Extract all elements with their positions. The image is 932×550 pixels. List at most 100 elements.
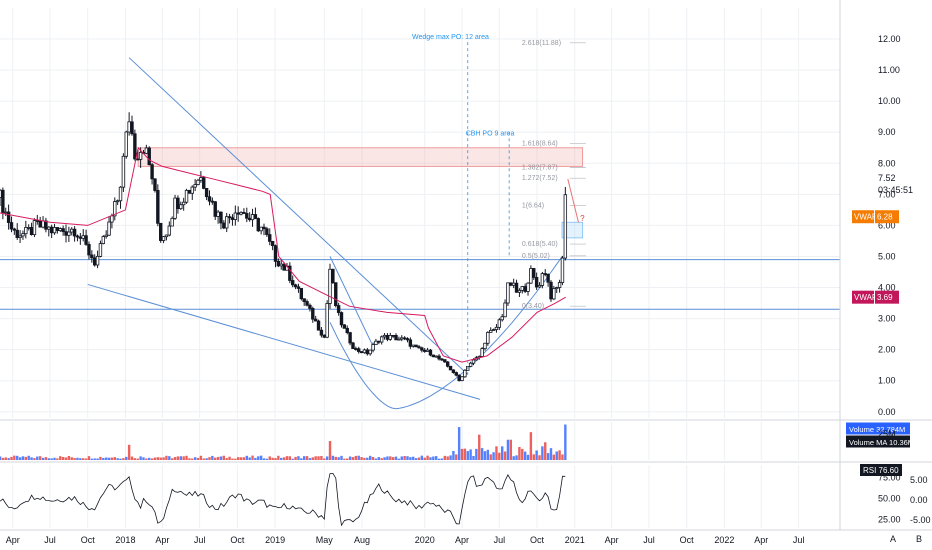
volume-bar bbox=[119, 458, 122, 460]
candle-body bbox=[454, 372, 458, 376]
candle-body bbox=[377, 340, 381, 343]
volume-bar bbox=[302, 456, 306, 460]
candle-body bbox=[560, 257, 565, 283]
wedge-po-label: Wedge max PO: 12 area bbox=[412, 34, 489, 41]
y-tick-label: 11.00 bbox=[878, 65, 900, 75]
x-tick-label: Apr bbox=[6, 535, 20, 545]
volume-bar bbox=[188, 458, 191, 460]
volume-bar bbox=[555, 451, 558, 460]
vwap-tag-name-bg bbox=[852, 210, 874, 224]
volume-bar bbox=[245, 455, 248, 460]
volume-bar bbox=[50, 458, 53, 460]
volume-bar bbox=[99, 456, 102, 460]
volume-bar bbox=[191, 458, 194, 460]
volume-bar bbox=[420, 455, 424, 460]
footer-b[interactable]: B bbox=[916, 534, 922, 544]
volume-bar bbox=[288, 456, 292, 460]
candle-body bbox=[256, 218, 260, 232]
volume-bar bbox=[480, 448, 484, 460]
candle-body bbox=[420, 347, 424, 351]
candle-body bbox=[115, 200, 120, 203]
volume-bar bbox=[366, 457, 369, 460]
candle-body bbox=[417, 346, 421, 349]
volume-bar bbox=[165, 455, 168, 460]
volume-bar bbox=[84, 458, 88, 460]
volume-bar bbox=[76, 457, 79, 460]
y-tick-label: 8.00 bbox=[878, 158, 896, 168]
x-tick-label: Aug bbox=[354, 535, 370, 545]
y-tick-label: 9.00 bbox=[878, 127, 896, 137]
fib-level-label: 1(6.64) bbox=[522, 203, 544, 210]
vwap-tag-name-bg bbox=[852, 290, 874, 304]
volume-bar bbox=[170, 458, 174, 460]
volume-bar bbox=[44, 457, 48, 460]
volume-bar bbox=[280, 457, 283, 460]
volume-bar bbox=[328, 441, 332, 460]
candle-body bbox=[196, 179, 200, 185]
candle-body bbox=[49, 226, 54, 234]
candle-body bbox=[190, 186, 194, 194]
volume-bar bbox=[426, 455, 429, 460]
y-tick-label: 6.00 bbox=[878, 220, 896, 230]
rsi-right-tick: 5.00 bbox=[910, 475, 928, 485]
volume-bar bbox=[265, 458, 269, 460]
vwap-tag-name: VWAP bbox=[854, 293, 877, 302]
volume-bar bbox=[343, 458, 346, 460]
candle-body bbox=[12, 228, 17, 231]
volume-bar bbox=[400, 456, 403, 460]
volume-bar bbox=[535, 450, 538, 460]
candle-body bbox=[319, 329, 324, 336]
candle-body bbox=[546, 273, 550, 283]
candle-body bbox=[87, 244, 91, 256]
x-tick-label: Apr bbox=[155, 535, 169, 545]
candle-body bbox=[279, 263, 283, 267]
volume-bar bbox=[173, 457, 177, 460]
fib-level-label: 2.618(11.88) bbox=[522, 40, 561, 47]
x-tick-label: Jul bbox=[44, 535, 56, 545]
target-arrow bbox=[567, 178, 579, 223]
volume-bar bbox=[512, 456, 515, 460]
footer-a[interactable]: A bbox=[890, 534, 896, 544]
candle-body bbox=[138, 151, 143, 160]
rsi-right-tick: -5.00 bbox=[910, 515, 931, 525]
candle-body bbox=[270, 241, 275, 246]
volume-bar bbox=[323, 458, 326, 460]
volume-bar bbox=[110, 457, 114, 460]
volume-bar bbox=[82, 458, 85, 460]
volume-bar bbox=[354, 455, 358, 460]
wedge-upper-line bbox=[128, 57, 469, 375]
volume-bar bbox=[483, 451, 487, 460]
volume-bar bbox=[156, 457, 160, 460]
volume-bar bbox=[406, 456, 409, 460]
volume-bar bbox=[357, 455, 360, 460]
candle-body bbox=[313, 318, 318, 322]
volume-bar bbox=[360, 457, 363, 460]
vwap-tag-value: 6.28 bbox=[877, 213, 893, 222]
x-tick-label: 2019 bbox=[265, 535, 285, 545]
volume-bar bbox=[311, 457, 314, 460]
volume-bar bbox=[515, 455, 518, 460]
volume-bar bbox=[202, 458, 205, 460]
candle-body bbox=[529, 268, 533, 284]
candle-body bbox=[517, 289, 522, 293]
candle-body bbox=[388, 335, 392, 340]
volume-bar bbox=[412, 456, 415, 460]
fib-level-label: 1.618(8.64) bbox=[522, 140, 558, 147]
volume-bar bbox=[523, 451, 527, 460]
candle-body bbox=[451, 369, 456, 373]
candle-body bbox=[371, 344, 375, 351]
candle-body bbox=[253, 214, 258, 219]
volume-bar bbox=[148, 457, 151, 460]
candle-body bbox=[181, 201, 186, 206]
volume-bar bbox=[340, 455, 343, 460]
volume-bar bbox=[196, 457, 200, 460]
candle-body bbox=[339, 312, 344, 326]
volume-bar bbox=[199, 455, 203, 460]
volume-bar bbox=[185, 455, 188, 460]
candle-body bbox=[460, 376, 464, 382]
volume-bar bbox=[518, 447, 521, 460]
candle-body bbox=[159, 222, 163, 241]
candle-body bbox=[299, 288, 304, 300]
volume-bar bbox=[70, 457, 73, 460]
